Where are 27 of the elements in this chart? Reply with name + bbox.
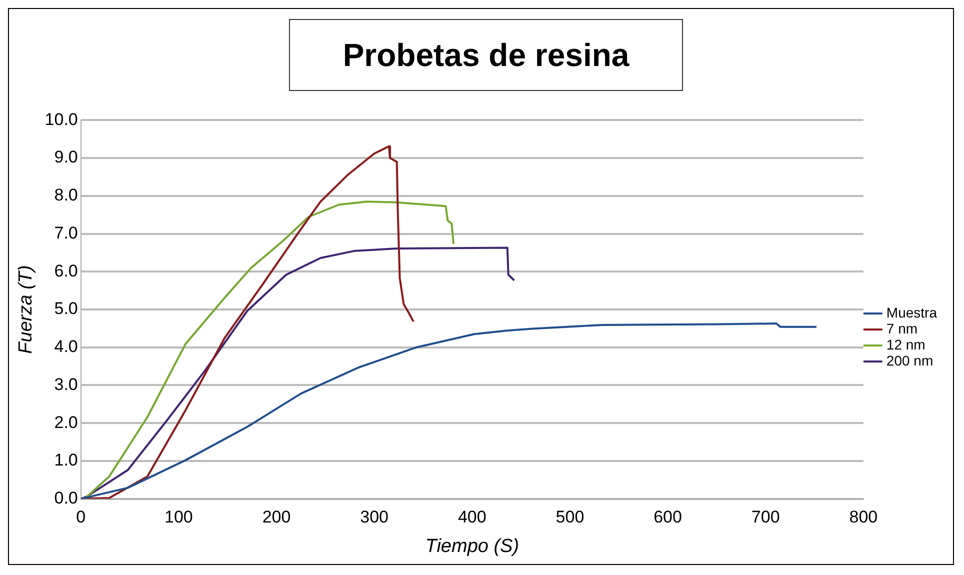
x-tick-label: 100 [164, 508, 193, 527]
y-tick-label: 7.0 [54, 223, 78, 242]
x-tick-label: 300 [360, 508, 389, 527]
y-tick-label: 1.0 [54, 450, 78, 470]
x-tick-label: 200 [262, 508, 291, 527]
legend-label: Muestra [886, 304, 938, 320]
y-tick-label: 6.0 [54, 261, 78, 280]
legend-label: 12 nm [886, 336, 926, 352]
y-tick-label: 5.0 [54, 299, 78, 318]
x-tick-label: 800 [849, 508, 878, 527]
x-tick-label: 0 [76, 508, 86, 527]
legend-label: 200 nm [886, 352, 934, 368]
x-tick-label: 500 [556, 508, 584, 527]
y-tick-label: 8.0 [54, 186, 78, 205]
y-tick-label: 3.0 [54, 374, 78, 394]
chart-title: Probetas de resina [289, 19, 683, 91]
x-tick-label: 600 [654, 508, 682, 527]
y-tick-label: 4.0 [54, 337, 78, 356]
y-axis-title: Fuerza (T) [16, 265, 37, 354]
y-tick-label: 2.0 [54, 412, 78, 432]
x-axis-title: Tiempo (S) [425, 536, 520, 557]
y-tick-label: 10.0 [44, 110, 78, 129]
x-tick-label: 700 [751, 508, 780, 527]
y-tick-label: 9.0 [54, 148, 78, 167]
y-tick-label: 0.0 [54, 488, 78, 508]
legend-label: 7 nm [886, 320, 918, 336]
x-tick-label: 400 [458, 508, 486, 527]
